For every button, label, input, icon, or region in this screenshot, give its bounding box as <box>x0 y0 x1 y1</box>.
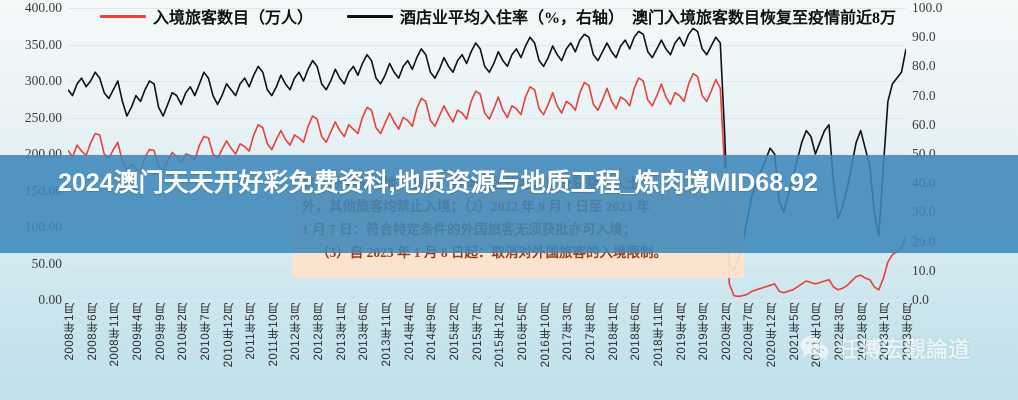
y-axis-left-tick: 350.00 <box>24 36 62 52</box>
x-axis-tick: 2012年3月 <box>290 302 303 361</box>
legend-item: 酒店业平均入住率（%，右轴） <box>347 4 624 28</box>
x-axis-tick: 2018年1月 <box>607 302 620 361</box>
series-line <box>68 74 906 297</box>
x-axis-tick: 2010年7月 <box>199 302 212 361</box>
x-axis-tick: 2018年6月 <box>630 302 643 361</box>
legend-label: 酒店业平均入住率（%，右轴） <box>400 10 625 27</box>
x-axis-tick: 2011年10月 <box>267 302 280 367</box>
gridline <box>68 8 906 9</box>
x-axis-tick: 2008年6月 <box>86 302 99 361</box>
chart-title: 澳门入境旅客数目恢复至疫情前近8万 <box>632 10 897 27</box>
x-axis: 2008年1月 2008年6月 2008年11月 2009年4月 2009年9月 2010… <box>64 302 914 400</box>
x-axis-tick: 2013年6月 <box>358 302 371 361</box>
chart-legend: 入境旅客数目（万人） 酒店业平均入住率（%，右轴） <box>100 4 624 28</box>
overlay-banner-text-wrap: 2024澳门天天开好彩免费资科,地质资源与地质工程_炼肉境MID68.92 <box>0 155 1018 253</box>
y-axis-left: 400.00350.00300.00250.00200.00150.00100.… <box>0 0 62 307</box>
x-axis-tick: 2012年8月 <box>313 302 326 361</box>
legend-item: 入境旅客数目（万人） <box>100 4 313 28</box>
y-axis-left-tick: 250.00 <box>24 109 62 125</box>
gridline <box>68 81 906 82</box>
y-axis-right-tick: 90.0 <box>912 29 936 45</box>
x-axis-tick: 2010年2月 <box>177 302 190 361</box>
x-axis-tick: 2020年2月 <box>720 302 733 361</box>
y-axis-right-tick: 10.0 <box>912 262 936 278</box>
x-axis-tick: 2017年3月 <box>562 302 575 361</box>
x-axis-tick: 2019年4月 <box>675 302 688 361</box>
x-axis-tick: 2014年9月 <box>426 302 439 361</box>
legend-swatch <box>347 14 394 18</box>
x-axis-tick: 2009年4月 <box>131 302 144 361</box>
x-axis-tick: 2019年9月 <box>698 302 711 361</box>
y-axis-right: 100.090.080.070.060.050.040.030.020.010.… <box>912 0 974 307</box>
overlay-banner <box>0 155 1018 253</box>
watermark-text: 任博宏觀論道 <box>838 337 971 362</box>
x-axis-tick: 2013年1月 <box>335 302 348 361</box>
x-axis-tick: 2015年7月 <box>471 302 484 361</box>
y-axis-right-tick: 0.0 <box>912 292 929 307</box>
x-axis-tick: 2015年2月 <box>449 302 462 361</box>
y-axis-right-tick: 70.0 <box>912 87 936 103</box>
legend-swatch <box>100 14 146 18</box>
x-axis-tick: 2010年12月 <box>222 302 235 368</box>
x-axis-tick: 2020年12月 <box>766 302 779 368</box>
x-axis-tick: 2017年8月 <box>584 302 597 361</box>
x-axis-tick: 2009年9月 <box>154 302 167 361</box>
wechat-icon <box>800 335 830 361</box>
y-axis-right-tick: 80.0 <box>912 58 936 74</box>
y-axis-left-tick: 400.00 <box>24 0 62 15</box>
x-axis-tick: 2016年5月 <box>516 302 529 361</box>
gridline <box>68 117 906 119</box>
x-axis-tick: 2018年11月 <box>652 302 665 367</box>
overlay-banner-text: 2024澳门天天开好彩免费资科,地质资源与地质工程_炼肉境MID68.92 <box>58 169 818 197</box>
x-axis-tick: 2020年7月 <box>743 302 756 361</box>
x-axis-tick: 2011年5月 <box>245 302 258 360</box>
x-axis-tick: 2008年11月 <box>109 302 122 367</box>
x-axis-tick: 2014年4月 <box>403 302 416 361</box>
y-axis-right-tick: 100.0 <box>912 0 943 15</box>
y-axis-left-tick: 300.00 <box>24 73 62 88</box>
y-axis-left-tick: 50.00 <box>31 255 62 271</box>
gridline <box>68 44 906 46</box>
legend-label: 入境旅客数目（万人） <box>153 10 314 27</box>
gridline <box>68 300 906 301</box>
x-axis-tick: 2008年1月 <box>64 302 76 361</box>
x-axis-tick: 2016年10月 <box>539 302 552 368</box>
x-axis-tick: 2013年11月 <box>381 302 394 367</box>
x-axis-tick: 2015年12月 <box>494 302 507 368</box>
watermark: 任博宏觀論道 <box>800 332 970 364</box>
y-axis-left-tick: 0.00 <box>38 292 62 307</box>
gridline <box>68 154 906 155</box>
y-axis-right-tick: 60.0 <box>912 116 936 132</box>
